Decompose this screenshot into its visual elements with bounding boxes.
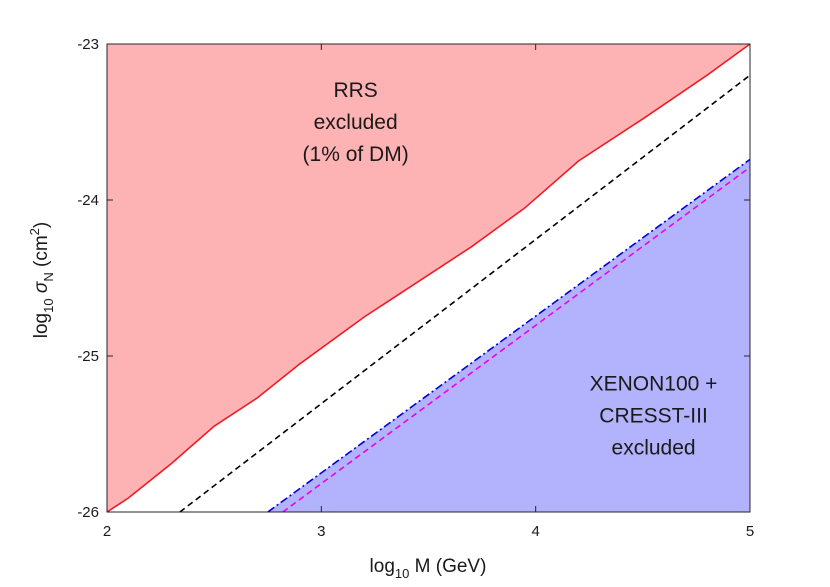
region-labels-layer: RRS excluded (1% of DM) XENON100 + CRESST-II… xyxy=(303,79,718,459)
x-tick-label-0: 2 xyxy=(103,523,111,540)
region-label-0-line-0: RRS xyxy=(333,79,377,102)
region-label-1-line-0: XENON100 + xyxy=(590,372,718,395)
x-tick-label-3: 5 xyxy=(746,523,754,540)
y-tick-label-0: -26 xyxy=(77,504,99,521)
region-label-1-line-2: excluded xyxy=(612,436,696,459)
x-tick-label-1: 3 xyxy=(317,523,325,540)
series-line-magenta-dashed xyxy=(282,166,751,513)
series-line-rrs xyxy=(106,43,751,513)
series-layer xyxy=(106,43,751,513)
y-tick-label-2: -24 xyxy=(77,192,99,209)
y-tick-label-1: -25 xyxy=(77,348,99,365)
region-label-0-line-1: excluded xyxy=(314,111,398,134)
region-label-1-line-1: CRESST-III xyxy=(599,404,708,427)
y-tick-label-3: -23 xyxy=(77,36,99,53)
y-axis-label: log10 σN (cm2) xyxy=(27,222,56,338)
region-0 xyxy=(107,44,750,512)
x-tick-label-2: 4 xyxy=(531,523,539,540)
ticks-layer: 2 3 4 5 -26 -25 -24 -23 xyxy=(77,36,754,540)
series-line-xenon xyxy=(267,158,751,513)
x-axis-label: log10 M (GeV) xyxy=(370,556,487,581)
plot-frame xyxy=(106,43,751,513)
region-label-0-line-2: (1% of DM) xyxy=(303,143,409,166)
